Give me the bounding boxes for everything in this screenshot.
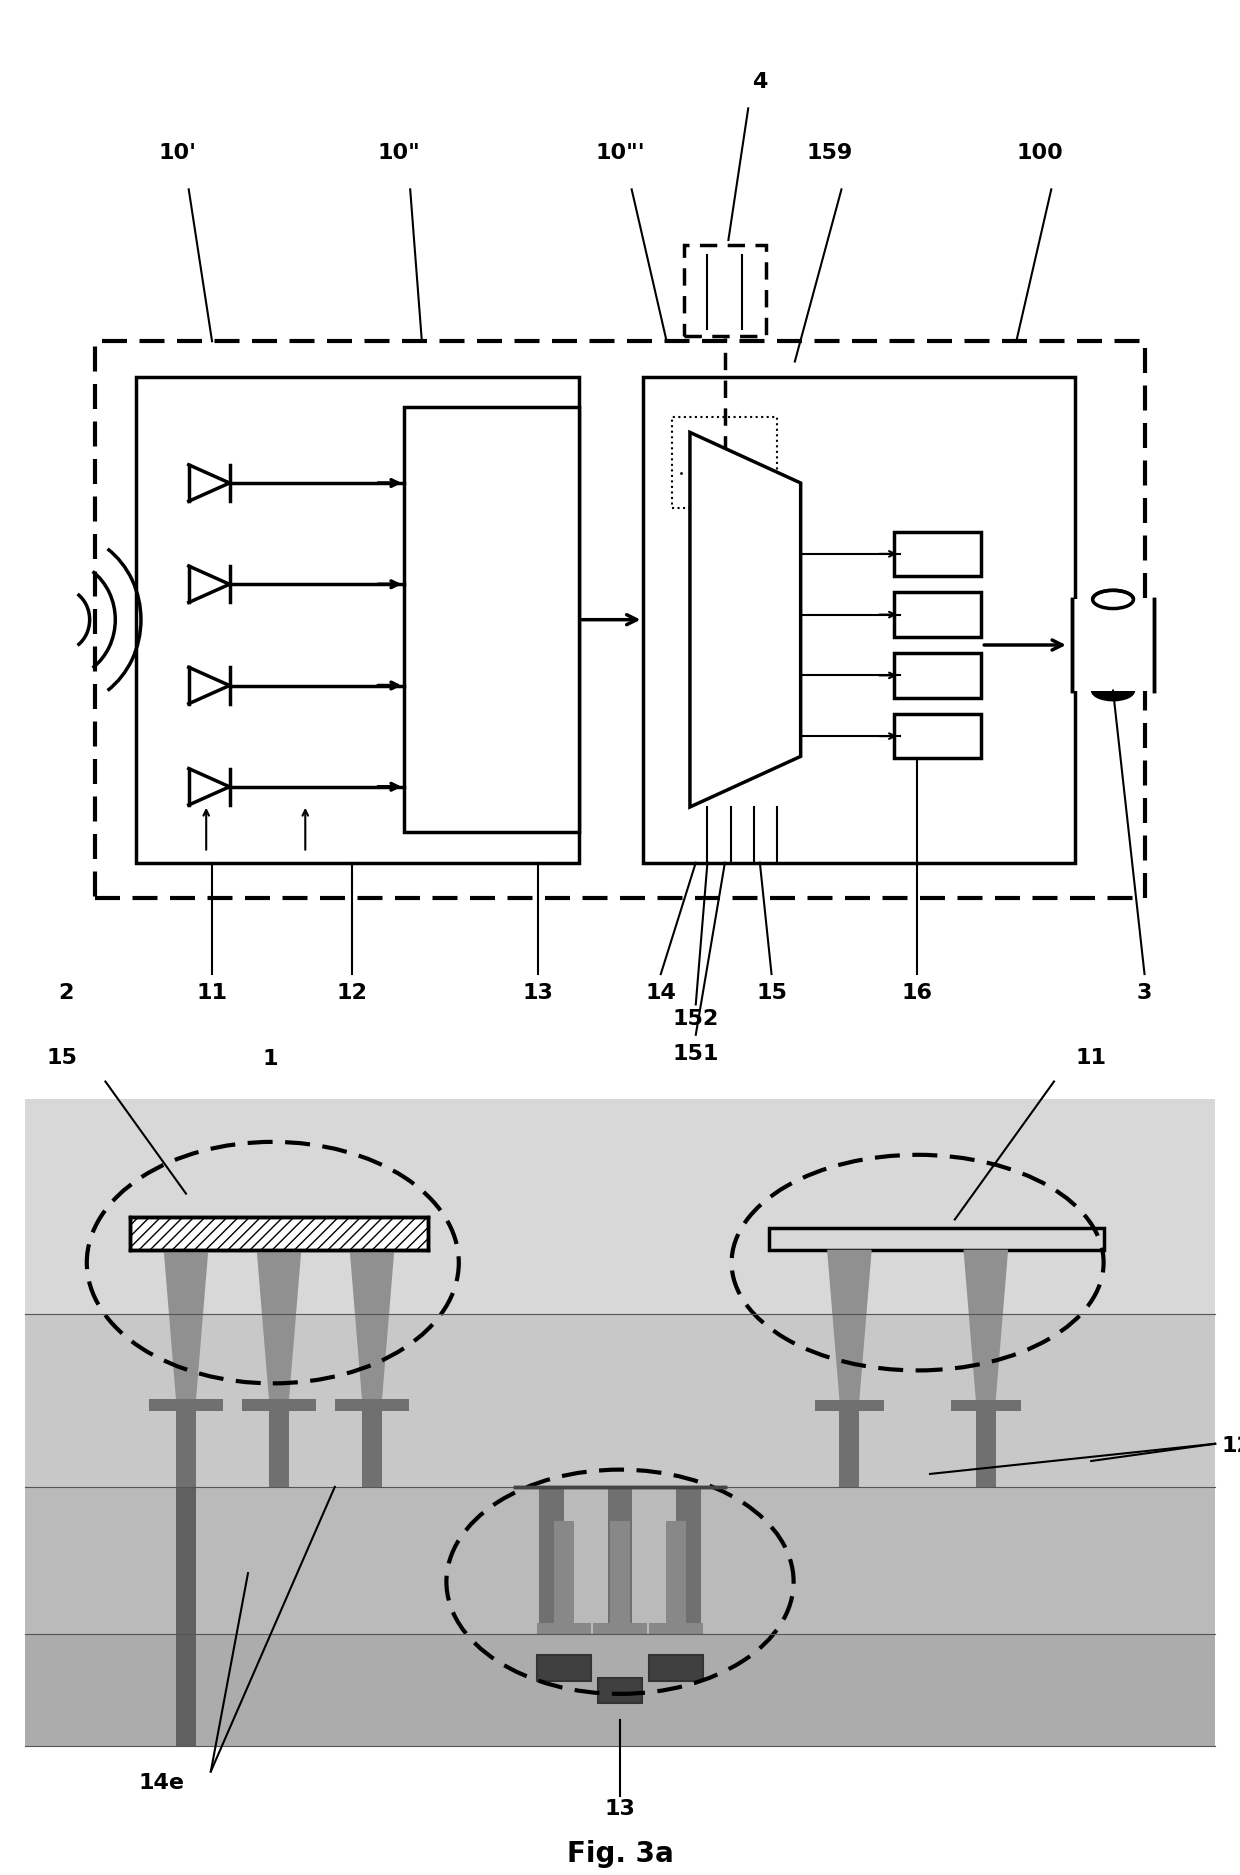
FancyBboxPatch shape bbox=[894, 714, 981, 758]
FancyBboxPatch shape bbox=[610, 1521, 630, 1626]
FancyBboxPatch shape bbox=[25, 1314, 1215, 1487]
FancyBboxPatch shape bbox=[176, 1487, 196, 1746]
Text: 11: 11 bbox=[1076, 1048, 1107, 1069]
Ellipse shape bbox=[1092, 681, 1133, 699]
Text: 15: 15 bbox=[756, 982, 787, 1003]
FancyBboxPatch shape bbox=[649, 1656, 703, 1680]
Polygon shape bbox=[164, 1249, 208, 1401]
Polygon shape bbox=[257, 1249, 301, 1401]
Text: 152: 152 bbox=[672, 1009, 719, 1029]
FancyBboxPatch shape bbox=[149, 1399, 223, 1412]
FancyBboxPatch shape bbox=[269, 1410, 289, 1487]
FancyBboxPatch shape bbox=[666, 1521, 686, 1626]
Text: 100: 100 bbox=[1017, 142, 1063, 163]
FancyBboxPatch shape bbox=[894, 592, 981, 638]
Text: 13: 13 bbox=[605, 1798, 635, 1819]
FancyBboxPatch shape bbox=[672, 416, 777, 508]
Polygon shape bbox=[689, 433, 801, 806]
FancyBboxPatch shape bbox=[598, 1678, 642, 1702]
Polygon shape bbox=[350, 1249, 394, 1401]
Text: 14e: 14e bbox=[138, 1772, 185, 1792]
Text: 2: 2 bbox=[58, 982, 74, 1003]
FancyBboxPatch shape bbox=[839, 1410, 859, 1487]
FancyBboxPatch shape bbox=[335, 1399, 409, 1412]
Text: Fig. 2: Fig. 2 bbox=[577, 1099, 663, 1127]
FancyBboxPatch shape bbox=[25, 1487, 1215, 1633]
Text: 10': 10' bbox=[157, 142, 196, 163]
Text: 12e: 12e bbox=[1221, 1436, 1240, 1457]
FancyBboxPatch shape bbox=[25, 1633, 1215, 1746]
Text: 1: 1 bbox=[263, 1050, 278, 1069]
FancyBboxPatch shape bbox=[894, 652, 981, 698]
Text: Fig. 3a: Fig. 3a bbox=[567, 1839, 673, 1868]
FancyBboxPatch shape bbox=[176, 1410, 196, 1487]
FancyBboxPatch shape bbox=[976, 1410, 996, 1487]
FancyBboxPatch shape bbox=[25, 1099, 1215, 1314]
Text: 13: 13 bbox=[523, 982, 554, 1003]
FancyBboxPatch shape bbox=[676, 1487, 701, 1633]
Text: 12: 12 bbox=[336, 982, 367, 1003]
FancyBboxPatch shape bbox=[242, 1399, 316, 1412]
FancyBboxPatch shape bbox=[362, 1410, 382, 1487]
FancyBboxPatch shape bbox=[593, 1624, 647, 1635]
Text: 15: 15 bbox=[47, 1048, 77, 1069]
Text: 16: 16 bbox=[901, 982, 932, 1003]
FancyBboxPatch shape bbox=[130, 1217, 428, 1249]
Text: 11: 11 bbox=[196, 982, 228, 1003]
Text: 151: 151 bbox=[672, 1044, 719, 1065]
Text: 4: 4 bbox=[753, 71, 768, 92]
FancyBboxPatch shape bbox=[649, 1624, 703, 1635]
Polygon shape bbox=[827, 1249, 872, 1401]
FancyBboxPatch shape bbox=[769, 1228, 1104, 1249]
Text: 10": 10" bbox=[377, 142, 420, 163]
FancyBboxPatch shape bbox=[608, 1487, 632, 1633]
FancyBboxPatch shape bbox=[815, 1401, 884, 1412]
FancyBboxPatch shape bbox=[539, 1487, 564, 1633]
FancyBboxPatch shape bbox=[894, 532, 981, 576]
Text: 159: 159 bbox=[807, 142, 853, 163]
FancyBboxPatch shape bbox=[537, 1624, 591, 1635]
Text: 14: 14 bbox=[645, 982, 676, 1003]
FancyBboxPatch shape bbox=[951, 1401, 1021, 1412]
Text: 10"': 10"' bbox=[595, 142, 645, 163]
FancyBboxPatch shape bbox=[684, 246, 766, 336]
Text: 3: 3 bbox=[1137, 982, 1152, 1003]
FancyBboxPatch shape bbox=[404, 407, 579, 832]
FancyBboxPatch shape bbox=[554, 1521, 574, 1626]
Polygon shape bbox=[963, 1249, 1008, 1401]
FancyBboxPatch shape bbox=[537, 1656, 591, 1680]
